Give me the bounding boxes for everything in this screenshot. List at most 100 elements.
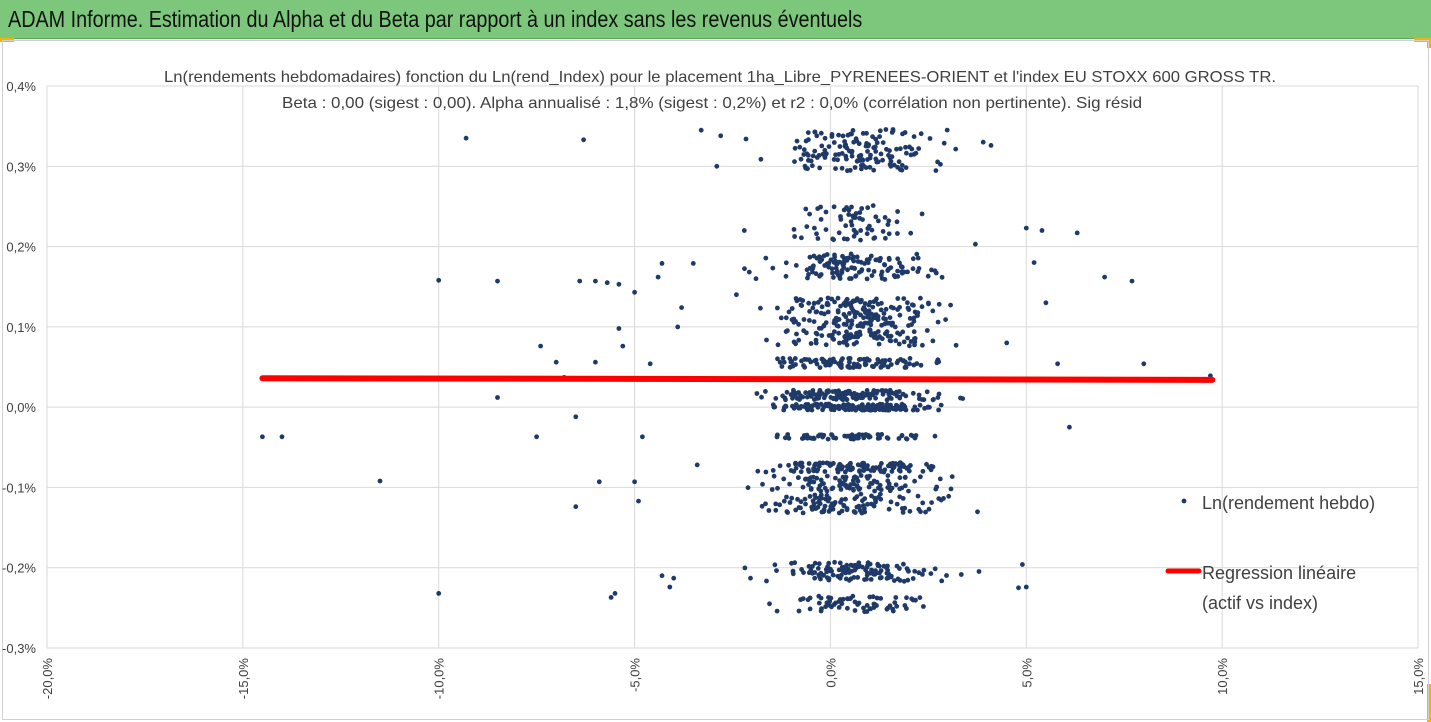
data-point [881, 311, 887, 316]
chart-title-line-2: Beta : 0,00 (sigest : 0,00). Alpha annua… [282, 95, 1142, 112]
data-point [925, 273, 931, 279]
data-point [770, 402, 776, 408]
data-point [862, 609, 867, 615]
data-point [875, 436, 881, 441]
data-point [873, 149, 879, 154]
y-tick-label: -0,1% [2, 480, 36, 495]
data-point [858, 228, 864, 233]
data-point [866, 267, 871, 273]
data-point [853, 273, 859, 279]
legend: Ln(rendement hebdo) Regression linéaire … [1165, 493, 1375, 613]
data-point [632, 289, 637, 295]
data-point [823, 401, 829, 407]
data-point [838, 499, 843, 505]
data-point [867, 473, 872, 479]
data-point [814, 331, 820, 337]
data-point [896, 389, 902, 394]
data-point [832, 252, 837, 258]
data-point [857, 210, 863, 216]
data-point [914, 361, 920, 366]
data-point [811, 391, 817, 397]
data-point [436, 277, 442, 283]
data-point [771, 473, 777, 479]
data-point [829, 134, 835, 139]
data-point [819, 143, 825, 149]
data-point [825, 295, 831, 301]
y-tick-label: 0,1% [6, 320, 36, 335]
data-point [858, 473, 864, 478]
data-point [837, 560, 843, 566]
data-point [766, 508, 772, 513]
data-point [899, 264, 905, 270]
data-point [860, 460, 865, 466]
data-point [840, 253, 845, 259]
accent-corner-bottom-right [1427, 684, 1431, 722]
data-point [781, 498, 787, 504]
page-title: ADAM Informe. Estimation du Alpha et du … [8, 6, 863, 32]
data-point [886, 231, 892, 237]
data-point [777, 359, 783, 365]
data-point [784, 509, 790, 514]
data-point [839, 358, 844, 363]
data-point [792, 159, 797, 165]
data-point [844, 433, 849, 439]
data-point [844, 258, 850, 263]
data-point [838, 487, 844, 492]
data-point [800, 484, 806, 490]
data-point [791, 339, 797, 345]
data-point [934, 484, 940, 490]
data-point [773, 396, 779, 401]
data-point [463, 135, 469, 141]
data-point [921, 604, 926, 609]
data-point [789, 359, 795, 364]
data-point [895, 256, 901, 262]
data-point [852, 310, 857, 316]
data-point [920, 500, 926, 506]
data-point [810, 474, 816, 480]
data-point [839, 597, 844, 603]
data-point [812, 570, 818, 575]
data-point [850, 563, 856, 569]
data-point [850, 478, 856, 483]
data-point [881, 316, 886, 321]
data-point [932, 433, 938, 439]
data-point [906, 488, 911, 494]
data-point [798, 499, 804, 505]
data-point [841, 502, 847, 508]
data-point [843, 153, 849, 159]
data-point [858, 491, 864, 497]
data-point [871, 167, 877, 173]
data-point [900, 329, 906, 335]
data-point [926, 506, 932, 512]
data-point [495, 395, 500, 400]
data-point [860, 131, 866, 136]
data-point [846, 364, 852, 370]
data-point [800, 510, 806, 516]
data-point [840, 397, 846, 403]
data-point [884, 397, 890, 403]
data-point [887, 357, 892, 363]
data-point [852, 608, 858, 613]
data-point [908, 152, 914, 158]
data-point [860, 217, 865, 223]
data-point [848, 276, 854, 281]
data-point [920, 468, 926, 474]
data-point [818, 130, 824, 136]
data-point [844, 507, 850, 513]
data-point [915, 407, 920, 413]
data-point [862, 509, 868, 515]
data-point [805, 597, 811, 603]
data-point [659, 573, 665, 579]
data-point [759, 503, 765, 509]
data-point [877, 575, 883, 581]
data-point [786, 462, 791, 468]
data-point [804, 330, 809, 336]
data-point [774, 608, 780, 614]
data-point [878, 151, 884, 157]
data-point [883, 306, 889, 312]
data-point [900, 510, 906, 515]
data-point [884, 146, 889, 152]
data-point [891, 578, 897, 583]
data-point [793, 362, 798, 367]
data-point [832, 559, 837, 565]
